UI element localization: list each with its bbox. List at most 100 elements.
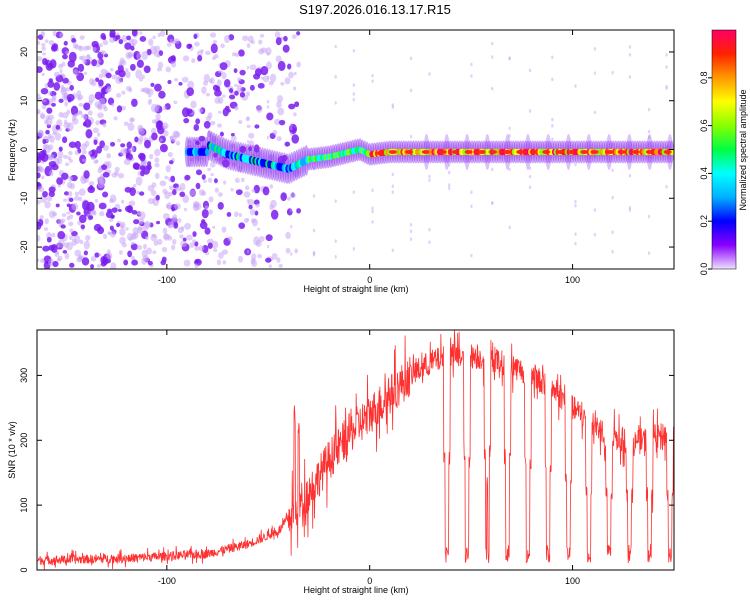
spectrogram-noise-blob [270, 209, 279, 220]
spectrogram-noise-blob [294, 248, 299, 254]
spectrogram-noise-blob [213, 248, 218, 253]
spectrogram-noise-blob [254, 68, 263, 76]
spectrogram-noise-blob [230, 132, 235, 137]
spectrogram-noise-blob [276, 100, 282, 109]
spectrogram-noise-blob [167, 79, 172, 85]
spectrogram-noise-blob [42, 245, 50, 252]
spectrogram-noise-blob [213, 178, 218, 184]
spectrogram-noise-blob [258, 39, 263, 45]
spectrogram-noise-blob [207, 112, 213, 119]
spectrogram-noise-blob [44, 201, 51, 209]
spectrogram-streak-dot [266, 135, 270, 140]
spectrogram-streak-dot [593, 110, 597, 115]
spectrogram-noise-blob [182, 194, 189, 204]
spectrogram-noise-blob [139, 191, 145, 196]
spectrogram-noise-blob [99, 179, 106, 186]
spectrogram-noise-blob [262, 186, 270, 196]
spectrogram-noise-blob [110, 215, 115, 219]
spectrogram-noise-blob [125, 68, 129, 73]
spectrogram-noise-blob [57, 255, 63, 261]
spectrogram-noise-blob [102, 39, 109, 46]
spectrogram-streak-dot [246, 218, 250, 222]
spectrogram-noise-blob [68, 150, 73, 156]
spectrogram-noise-blob [150, 103, 158, 113]
spectrogram-noise-blob [119, 236, 126, 245]
spectrogram-noise-blob [42, 190, 48, 198]
spectrogram-noise-blob [133, 219, 140, 225]
spectrogram-noise-blob [42, 57, 48, 65]
spectrogram-noise-blob [293, 112, 297, 117]
spectrogram-streak-dot [312, 166, 316, 171]
colorbar-tick-label: 0.2 [699, 215, 709, 228]
spectrogram-noise-blob [183, 259, 191, 267]
spectrogram-noise-blob [127, 250, 133, 258]
spectrogram-streak-dot [574, 199, 577, 204]
spectrogram-streak-dot [528, 174, 532, 179]
spectrogram-noise-blob [208, 78, 213, 84]
spectrogram-noise-blob [248, 204, 253, 210]
spectrogram-streak-dot [290, 224, 293, 229]
spectrogram-streak-dot [334, 44, 337, 49]
spectrogram-noise-blob [124, 205, 133, 213]
spectrogram-peak-mark [580, 149, 589, 154]
spectrogram-ytick-label: -20 [19, 241, 29, 254]
spectrogram-noise-blob [78, 45, 84, 52]
spectrogram-noise-blob [163, 105, 167, 111]
spectrogram-noise-blob [251, 153, 255, 157]
colorbar: 0.0 0.2 0.4 0.6 0.8 Normalized spectral ampl… [699, 29, 748, 275]
spectrogram-noise-blob [214, 187, 219, 193]
spectrogram-noise-blob [83, 250, 89, 256]
spectrogram-noise-blob [88, 57, 92, 61]
spectrogram-noise-blob [90, 256, 97, 262]
spectrogram-streak-dot [628, 173, 632, 178]
spectrogram-peak-mark [606, 149, 615, 154]
spectrogram-noise-blob [183, 207, 187, 212]
spectrogram-noise-blob [136, 244, 143, 250]
spectrogram-noise-blob [120, 148, 127, 156]
spectrogram-peak-mark [516, 149, 525, 154]
spectrogram-noise-blob [170, 244, 176, 251]
spectrogram-noise-blob [250, 218, 256, 224]
spectrogram-noise-blob [108, 217, 114, 223]
spectrogram-noise-blob [58, 111, 64, 118]
spectrogram-streak-dot [352, 92, 356, 96]
spectrogram-streak-dot [470, 62, 473, 67]
spectrogram-noise-blob [162, 227, 168, 235]
spectrogram-noise-blob [217, 192, 223, 197]
spectrogram-noise-blob [217, 202, 224, 210]
spectrogram-streak-dot [528, 166, 532, 171]
spectrogram-streak-dot [266, 52, 270, 56]
spectrogram-noise-blob [218, 251, 224, 259]
spectrogram-noise-blob [40, 87, 49, 95]
spectrogram-noise-blob [179, 191, 186, 198]
spectrogram-noise-blob [96, 145, 103, 154]
spectrogram-noise-blob [144, 220, 151, 229]
spectrogram-noise-blob [254, 124, 260, 129]
spectrogram-noise-blob [212, 225, 216, 229]
spectrogram-noise-blob [143, 243, 147, 250]
spectrogram-noise-blob [49, 154, 55, 161]
spectrogram-noise-blob [229, 94, 236, 100]
spectrogram-noise-blob [59, 32, 64, 39]
spectrogram-noise-blob [62, 249, 68, 254]
spectrogram-noise-blob [283, 35, 288, 42]
spectrogram-noise-blob [105, 88, 111, 93]
spectrogram-noise-blob [186, 234, 193, 241]
spectrogram-noise-blob [194, 246, 200, 251]
spectrogram-peak-mark [451, 149, 460, 154]
spectrogram-noise-blob [74, 191, 80, 197]
spectrogram-streak-dot [470, 253, 473, 258]
spectrogram-noise-blob [132, 184, 137, 188]
spectrogram-noise-blob [196, 50, 203, 57]
spectrogram-streak-dot [246, 116, 250, 121]
spectrogram-noise-blob [116, 222, 121, 228]
spectrogram-streak-dot [611, 249, 614, 254]
snr-xtick-label: 100 [565, 576, 580, 586]
spectrogram-peak-mark [464, 149, 473, 154]
spectrogram-ytick-label: 10 [19, 96, 29, 106]
spectrogram-noise-blob [177, 226, 184, 234]
spectrogram-noise-blob [52, 30, 57, 37]
spectrogram-noise-blob [106, 153, 111, 159]
snr-ytick-label: 100 [19, 498, 29, 513]
spectrogram-noise-blob [126, 35, 131, 41]
